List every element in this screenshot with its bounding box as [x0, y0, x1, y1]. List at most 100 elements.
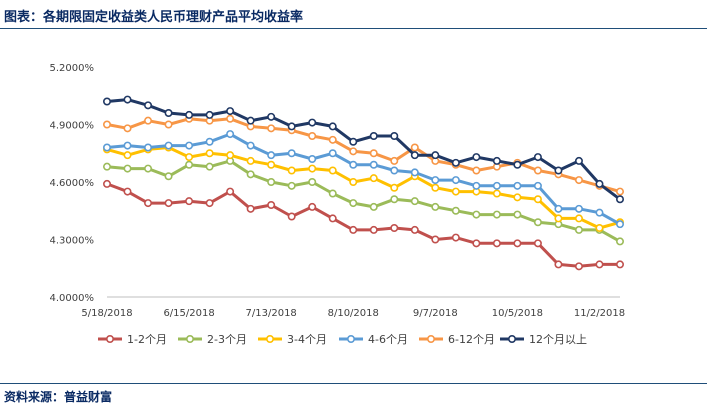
data-point — [226, 107, 235, 116]
data-point — [164, 172, 173, 181]
title-divider — [0, 28, 707, 29]
data-point — [451, 176, 460, 185]
data-point — [431, 176, 440, 185]
data-point — [451, 233, 460, 242]
data-point — [390, 156, 399, 165]
data-point — [410, 143, 419, 152]
data-point — [308, 118, 317, 127]
data-point — [431, 235, 440, 244]
data-point — [390, 166, 399, 175]
data-point — [369, 174, 378, 183]
series — [103, 95, 624, 204]
data-point — [164, 109, 173, 118]
data-point — [123, 187, 132, 196]
data-point — [554, 204, 563, 213]
data-point — [533, 195, 542, 204]
legend-swatch-marker — [426, 334, 435, 343]
data-point — [205, 149, 214, 158]
data-point — [574, 214, 583, 223]
data-point — [164, 120, 173, 129]
legend-item: 2-3个月 — [178, 333, 247, 346]
data-point — [554, 214, 563, 223]
data-point — [185, 141, 194, 150]
data-point — [287, 181, 296, 190]
data-point — [615, 187, 624, 196]
x-tick-label: 5/18/2018 — [81, 308, 132, 319]
data-point — [369, 202, 378, 211]
data-point — [103, 120, 112, 129]
data-point — [533, 181, 542, 190]
x-tick-label: 6/15/2018 — [163, 308, 214, 319]
data-point — [267, 178, 276, 187]
data-point — [472, 210, 481, 219]
data-point — [349, 160, 358, 169]
data-point — [123, 151, 132, 160]
data-point — [615, 220, 624, 229]
data-point — [246, 156, 255, 165]
legend-label: 2-3个月 — [207, 333, 247, 346]
data-point — [328, 135, 337, 144]
data-point — [205, 110, 214, 119]
data-point — [123, 164, 132, 173]
legend-label: 12个月以上 — [529, 333, 587, 346]
data-point — [451, 187, 460, 196]
data-point — [595, 260, 604, 269]
x-tick-label: 10/5/2018 — [492, 308, 543, 319]
data-point — [308, 155, 317, 164]
data-point — [185, 153, 194, 162]
data-point — [492, 210, 501, 219]
data-point — [144, 164, 153, 173]
data-point — [308, 202, 317, 211]
data-point — [123, 124, 132, 133]
data-point — [390, 183, 399, 192]
data-point — [574, 156, 583, 165]
legend-swatch-marker — [346, 334, 355, 343]
data-point — [267, 201, 276, 210]
data-point — [287, 122, 296, 131]
data-point — [205, 199, 214, 208]
data-point — [574, 262, 583, 271]
legend: 1-2个月 2-3个月 3-4个月 4-6个月 6-12个月 12个月以上 — [98, 333, 587, 346]
data-point — [308, 132, 317, 141]
legend-label: 6-12个月 — [448, 333, 495, 346]
series-layer — [103, 95, 624, 271]
data-point — [369, 149, 378, 158]
legend-label: 1-2个月 — [127, 333, 167, 346]
data-point — [267, 124, 276, 133]
data-point — [328, 122, 337, 131]
data-point — [226, 114, 235, 123]
data-point — [595, 224, 604, 233]
y-tick-label: 4.3000% — [50, 236, 95, 247]
x-tick-label: 7/13/2018 — [246, 308, 297, 319]
data-point — [410, 168, 419, 177]
data-point — [410, 197, 419, 206]
x-tick-label: 11/2/2018 — [574, 308, 625, 319]
data-point — [513, 239, 522, 248]
data-point — [615, 260, 624, 269]
data-point — [205, 137, 214, 146]
data-point — [164, 199, 173, 208]
data-point — [410, 151, 419, 160]
data-point — [349, 137, 358, 146]
data-point — [472, 239, 481, 248]
source-note: 资料来源：普益财富 — [4, 390, 113, 404]
source-divider — [0, 383, 707, 384]
data-point — [513, 160, 522, 169]
data-point — [390, 195, 399, 204]
data-point — [533, 153, 542, 162]
data-point — [226, 151, 235, 160]
y-tick-label: 5.2000% — [50, 63, 95, 74]
data-point — [349, 199, 358, 208]
data-point — [369, 132, 378, 141]
data-point — [328, 166, 337, 175]
figure-title: 图表：各期限固定收益类人民币理财产品平均收益率 — [4, 10, 304, 25]
data-point — [472, 153, 481, 162]
data-point — [246, 116, 255, 125]
data-point — [451, 158, 460, 167]
data-point — [410, 225, 419, 234]
data-point — [287, 149, 296, 158]
line-chart: 4.0000% 4.3000% 4.6000% 4.9000% 5.2000% 5/18… — [50, 63, 626, 346]
data-point — [185, 110, 194, 119]
data-point — [595, 208, 604, 217]
series — [103, 179, 624, 271]
